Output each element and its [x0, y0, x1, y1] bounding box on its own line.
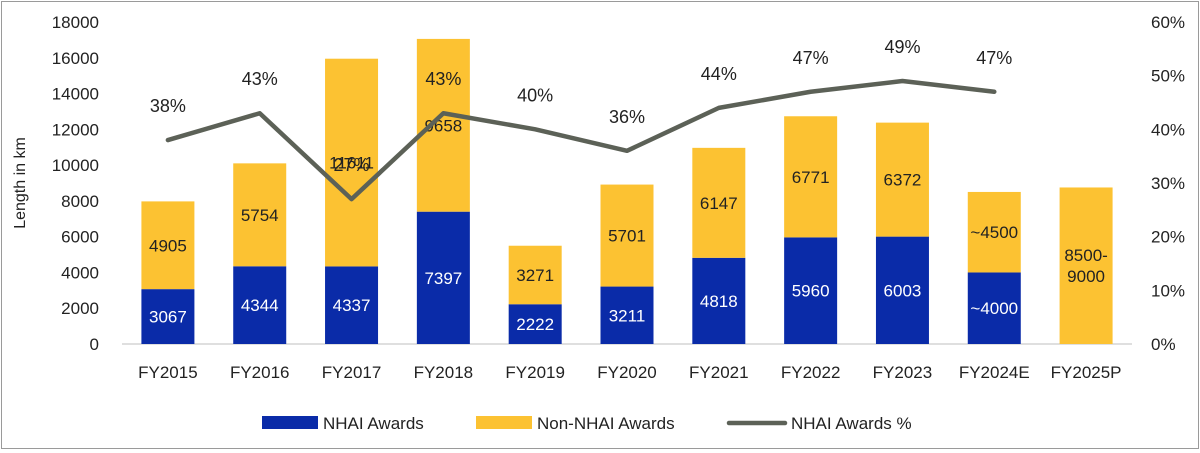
y-axis-title: Length in km [12, 137, 29, 229]
x-tick-label: FY2016 [230, 363, 290, 382]
bar-non-nhai [508, 245, 562, 305]
bar-nhai [325, 266, 379, 344]
y-tick-label: 2000 [61, 299, 99, 318]
legend-swatch-nhai [262, 416, 318, 429]
bar-non-nhai [692, 147, 746, 258]
label-nhai: 2222 [516, 315, 554, 334]
x-tick-label: FY2025P [1051, 363, 1122, 382]
y-tick-label: 16000 [52, 49, 99, 68]
legend-label-non-nhai: Non-NHAI Awards [537, 414, 675, 433]
bar-labels: 3067490543445754433711611739796582222327… [149, 116, 1108, 334]
legend-swatch-non-nhai [476, 416, 532, 429]
y-tick-label: 12000 [52, 120, 99, 139]
label-nhai: 3067 [149, 308, 187, 327]
bar-nhai [784, 237, 838, 344]
x-tick-label: FY2018 [414, 363, 474, 382]
y-tick-label: 8000 [61, 192, 99, 211]
bar-nhai [416, 211, 470, 344]
x-tick-label: FY2017 [322, 363, 382, 382]
y-tick-label: 10000 [52, 156, 99, 175]
axes: 0 2000 4000 6000 8000 10000 12000 14000 16000 180… [12, 13, 1185, 382]
legend-label-percent: NHAI Awards % [791, 414, 912, 433]
bar-non-nhai [416, 38, 470, 212]
legend-label-nhai: NHAI Awards [323, 414, 424, 433]
label-non-nhai: 3271 [516, 266, 554, 285]
legend: NHAI Awards Non-NHAI Awards NHAI Awards % [262, 414, 912, 433]
y-tick-label: 18000 [52, 13, 99, 32]
percent-labels: 38% 43% 27% 43% 40% 36% 44% 47% 49% 47% [150, 37, 1012, 175]
percent-label: 43% [242, 69, 278, 89]
y-tick-label: 0 [90, 335, 99, 354]
percent-line-path [165, 78, 997, 202]
x-tick-label: FY2019 [505, 363, 565, 382]
bar-nhai [141, 289, 195, 344]
bar-nhai [508, 304, 562, 344]
bar-nhai [600, 286, 654, 344]
label-non-nhai: 6372 [884, 171, 922, 190]
label-non-nhai: 6771 [792, 168, 830, 187]
x-tick-label: FY2020 [597, 363, 657, 382]
bar-nhai [875, 236, 929, 344]
bar-non-nhai [967, 191, 1021, 273]
label-nhai: 6003 [884, 281, 922, 300]
label-nhai: 4818 [700, 292, 738, 311]
percent-label: 27% [334, 155, 370, 175]
label-nhai: 5960 [792, 282, 830, 301]
y2-tick-label: 20% [1151, 228, 1185, 247]
percent-label: 44% [701, 64, 737, 84]
bar-nhai [967, 272, 1021, 344]
y2-tick-label: 50% [1151, 67, 1185, 86]
x-tick-label: FY2022 [781, 363, 841, 382]
bar-non-nhai [325, 58, 379, 267]
label-non-nhai: 8500-9000 [1064, 246, 1107, 286]
label-nhai: 4337 [333, 296, 371, 315]
percent-label: 43% [425, 69, 461, 89]
bar-nhai [692, 257, 746, 344]
x-tick-label: FY2024E [959, 363, 1030, 382]
label-non-nhai: 5754 [241, 206, 279, 225]
x-tick-label: FY2021 [689, 363, 749, 382]
percent-label: 38% [150, 96, 186, 116]
percent-label: 49% [884, 37, 920, 57]
bar-non-nhai [233, 163, 287, 267]
percent-label: 47% [976, 48, 1012, 68]
bar-non-nhai [875, 122, 929, 237]
label-non-nhai: 6147 [700, 194, 738, 213]
label-nhai: 4344 [241, 296, 279, 315]
percent-line [165, 78, 997, 202]
percent-label: 36% [609, 107, 645, 127]
percent-label: 47% [793, 48, 829, 68]
x-tick-label: FY2015 [138, 363, 198, 382]
label-nhai: 7397 [424, 269, 462, 288]
label-non-nhai: ~4500 [970, 223, 1018, 242]
y2-tick-label: 0% [1151, 335, 1176, 354]
label-non-nhai: 4905 [149, 236, 187, 255]
bar-nhai [233, 266, 287, 344]
x-tick-label: FY2023 [873, 363, 933, 382]
y2-tick-label: 60% [1151, 13, 1185, 32]
label-non-nhai: 5701 [608, 227, 646, 246]
y-tick-label: 6000 [61, 228, 99, 247]
y2-tick-label: 40% [1151, 120, 1185, 139]
y2-tick-label: 10% [1151, 281, 1185, 300]
bar-non-nhai [141, 201, 195, 290]
bars [141, 38, 1113, 344]
bar-non-nhai [1059, 187, 1113, 344]
y-tick-label: 14000 [52, 85, 99, 104]
label-nhai: 3211 [609, 306, 646, 325]
y2-tick-label: 30% [1151, 174, 1185, 193]
percent-label: 40% [517, 85, 553, 105]
y-tick-label: 4000 [61, 263, 99, 282]
label-non-nhai: 11611 [329, 154, 374, 173]
label-nhai: ~4000 [970, 299, 1018, 318]
bar-non-nhai [600, 184, 654, 287]
bar-non-nhai [784, 116, 838, 238]
